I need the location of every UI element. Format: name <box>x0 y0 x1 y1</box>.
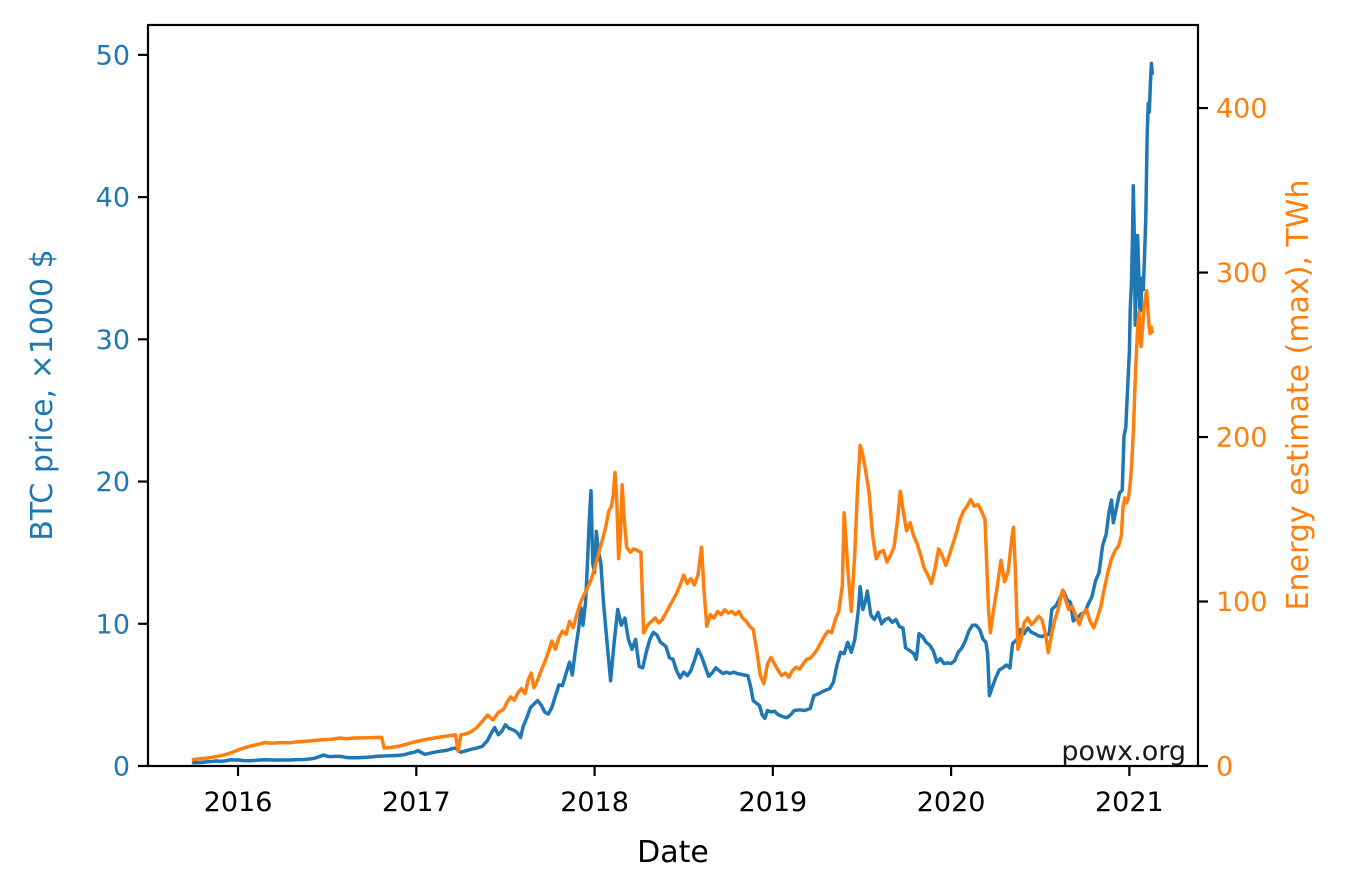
right-tick-label: 100 <box>1216 587 1268 618</box>
right-axis-label: Energy estimate (max), TWh <box>1281 180 1316 611</box>
x-axis-ticks: 2016 2017 2018 2019 2020 2021 <box>204 766 1164 818</box>
left-tick-label: 20 <box>96 467 130 498</box>
right-axis-ticks: 0 100 200 300 400 <box>1198 94 1268 783</box>
left-tick-label: 50 <box>96 40 130 71</box>
x-tick-label: 2016 <box>204 787 273 818</box>
x-tick-label: 2019 <box>738 787 807 818</box>
right-tick-label: 0 <box>1216 752 1233 783</box>
left-tick-label: 10 <box>96 609 130 640</box>
x-axis-label: Date <box>637 835 709 870</box>
watermark-text: powx.org <box>1061 736 1186 767</box>
right-tick-label: 400 <box>1216 94 1268 125</box>
left-tick-label: 40 <box>96 183 130 214</box>
series-layer <box>191 61 1154 765</box>
right-tick-label: 300 <box>1216 258 1268 289</box>
left-tick-label: 30 <box>96 325 130 356</box>
x-tick-label: 2020 <box>917 787 986 818</box>
left-axis-label: BTC price, ×1000 $ <box>25 249 60 540</box>
energy-estimate-line <box>191 288 1154 762</box>
right-tick-label: 200 <box>1216 423 1268 454</box>
btc-price-line <box>191 61 1154 765</box>
left-axis-ticks: 0 10 20 30 40 50 <box>96 40 148 783</box>
left-tick-label: 0 <box>113 752 130 783</box>
x-tick-label: 2018 <box>560 787 629 818</box>
x-tick-label: 2021 <box>1095 787 1164 818</box>
plot-border <box>146 23 1200 768</box>
x-tick-label: 2017 <box>382 787 451 818</box>
